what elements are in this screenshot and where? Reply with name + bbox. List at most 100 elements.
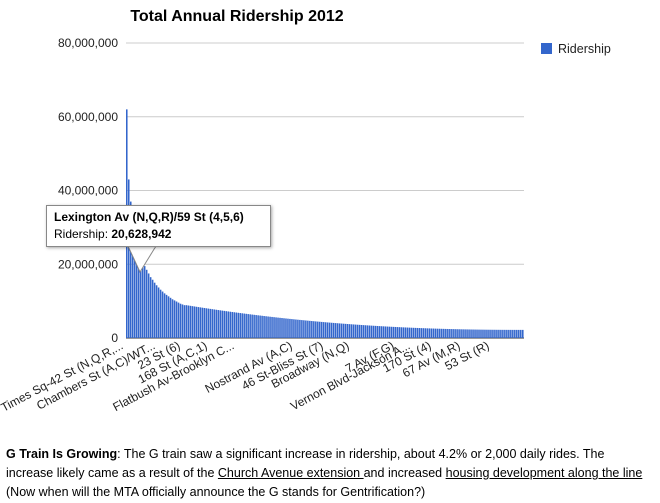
bar[interactable] xyxy=(145,269,148,338)
bar[interactable] xyxy=(131,216,134,338)
bar[interactable] xyxy=(143,266,146,338)
bar[interactable] xyxy=(189,305,192,338)
bar[interactable] xyxy=(444,328,446,338)
bar[interactable] xyxy=(199,307,202,338)
bar[interactable] xyxy=(446,328,448,338)
bar[interactable] xyxy=(249,314,251,338)
bar[interactable] xyxy=(263,316,265,338)
bar[interactable] xyxy=(239,313,241,338)
bar[interactable] xyxy=(420,328,423,338)
bar[interactable] xyxy=(384,326,387,338)
bar[interactable] xyxy=(424,328,427,338)
bar[interactable] xyxy=(137,253,140,338)
bar[interactable] xyxy=(159,289,162,338)
bar[interactable] xyxy=(460,329,462,338)
bar[interactable] xyxy=(181,304,184,338)
bar[interactable] xyxy=(253,314,255,338)
bar[interactable] xyxy=(183,305,186,338)
bar[interactable] xyxy=(508,329,510,338)
bar[interactable] xyxy=(392,326,395,338)
bar[interactable] xyxy=(440,328,442,338)
bar[interactable] xyxy=(269,316,271,338)
bar[interactable] xyxy=(340,323,343,338)
bar[interactable] xyxy=(277,317,279,338)
bar[interactable] xyxy=(163,293,166,338)
bar[interactable] xyxy=(201,307,204,338)
bar[interactable] xyxy=(404,327,407,338)
bar[interactable] xyxy=(251,314,253,338)
bar[interactable] xyxy=(376,325,379,338)
bar[interactable] xyxy=(492,329,494,338)
bar[interactable] xyxy=(464,329,466,338)
bar[interactable] xyxy=(352,324,355,338)
bar[interactable] xyxy=(422,328,425,338)
bar[interactable] xyxy=(432,328,435,338)
bar[interactable] xyxy=(472,329,474,338)
bar[interactable] xyxy=(225,311,228,338)
bar[interactable] xyxy=(139,258,142,338)
bar[interactable] xyxy=(297,319,299,338)
bar[interactable] xyxy=(360,324,363,338)
bar[interactable] xyxy=(237,312,239,338)
bar[interactable] xyxy=(450,329,452,338)
bar[interactable] xyxy=(217,310,220,338)
bar[interactable] xyxy=(133,234,136,338)
bar[interactable] xyxy=(315,321,317,338)
bar[interactable] xyxy=(211,309,214,338)
bar[interactable] xyxy=(326,322,329,338)
bar[interactable] xyxy=(247,314,249,338)
bar[interactable] xyxy=(283,318,285,338)
bar[interactable] xyxy=(484,329,486,338)
bar[interactable] xyxy=(332,322,335,338)
bar[interactable] xyxy=(179,303,182,338)
bar[interactable] xyxy=(372,325,375,338)
bar[interactable] xyxy=(350,324,353,338)
bar[interactable] xyxy=(506,329,508,338)
bar[interactable] xyxy=(394,326,397,338)
bar[interactable] xyxy=(368,325,371,339)
bar[interactable] xyxy=(185,305,188,338)
bar[interactable] xyxy=(135,245,138,338)
bar[interactable] xyxy=(470,329,472,338)
bar[interactable] xyxy=(261,315,263,338)
bar[interactable] xyxy=(362,325,365,338)
bar[interactable] xyxy=(378,326,381,338)
bar[interactable] xyxy=(195,306,198,338)
bar[interactable] xyxy=(364,325,367,338)
bar[interactable] xyxy=(205,308,208,338)
bar[interactable] xyxy=(386,326,389,338)
bar[interactable] xyxy=(209,308,212,338)
bar[interactable] xyxy=(235,312,237,338)
bar[interactable] xyxy=(165,294,168,338)
bar[interactable] xyxy=(400,327,403,338)
bar[interactable] xyxy=(325,322,327,338)
bar[interactable] xyxy=(462,329,464,338)
bar[interactable] xyxy=(245,313,247,338)
bar[interactable] xyxy=(215,309,218,338)
bar[interactable] xyxy=(223,310,226,338)
church-avenue-link[interactable]: Church Avenue extension xyxy=(217,466,364,480)
bar[interactable] xyxy=(414,327,417,338)
bar[interactable] xyxy=(388,326,391,338)
bar[interactable] xyxy=(319,321,321,338)
bar[interactable] xyxy=(221,310,224,338)
bar[interactable] xyxy=(328,322,331,338)
bar[interactable] xyxy=(187,305,190,339)
bar[interactable] xyxy=(374,325,377,338)
bar[interactable] xyxy=(293,319,295,338)
bar[interactable] xyxy=(231,311,234,338)
bar[interactable] xyxy=(321,321,323,338)
bar[interactable] xyxy=(330,322,333,338)
bar[interactable] xyxy=(151,279,154,338)
bar[interactable] xyxy=(344,323,347,338)
bar[interactable] xyxy=(153,282,156,338)
bar[interactable] xyxy=(488,329,490,338)
bar[interactable] xyxy=(366,325,369,338)
bar[interactable] xyxy=(285,318,287,338)
bar[interactable] xyxy=(494,329,496,338)
bar[interactable] xyxy=(468,329,470,338)
bar[interactable] xyxy=(356,324,359,338)
bar[interactable] xyxy=(478,329,480,338)
bar[interactable] xyxy=(396,327,399,338)
bar[interactable] xyxy=(177,302,180,338)
